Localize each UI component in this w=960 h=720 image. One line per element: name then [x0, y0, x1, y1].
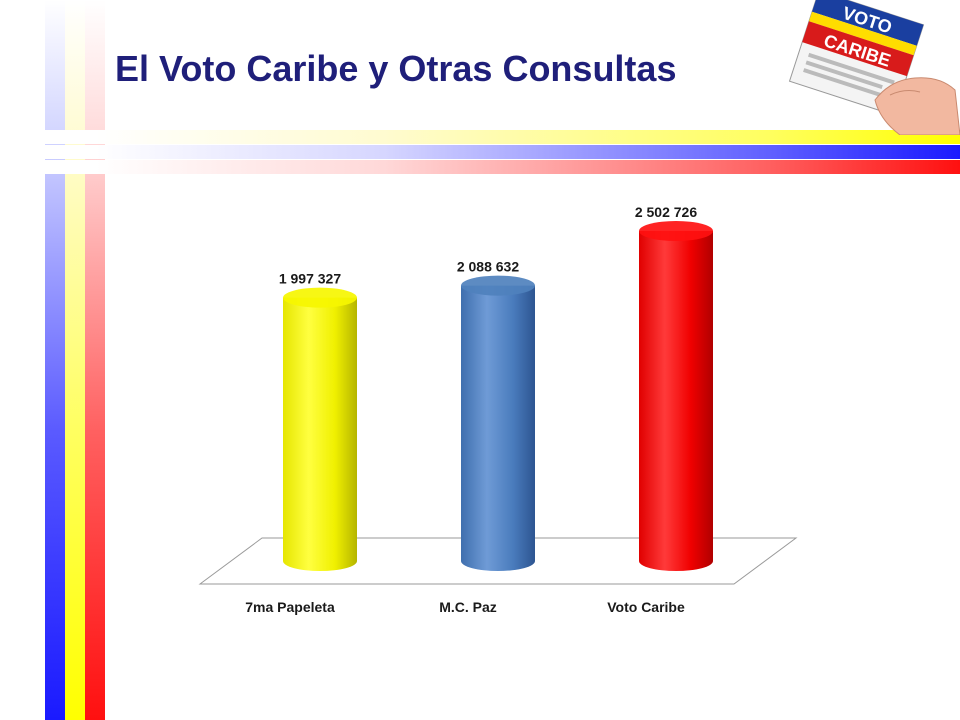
value-label-3: 2 502 726	[635, 204, 697, 220]
value-label-1: 1 997 327	[279, 271, 341, 287]
voto-caribe-logo: VOTO CARIBE	[788, 0, 960, 135]
category-label-3: Voto Caribe	[607, 599, 685, 615]
slide-title: El Voto Caribe y Otras Consultas	[115, 48, 677, 89]
blue-vertical-stripe	[45, 0, 65, 720]
bar-2	[461, 275, 535, 571]
red-vertical-stripe	[85, 0, 105, 720]
yellow-vertical-stripe	[65, 0, 85, 720]
category-label-1: 7ma Papeleta	[245, 599, 335, 615]
value-label-2: 2 088 632	[457, 259, 519, 275]
bar-3	[639, 221, 713, 571]
red-horizontal-stripe	[0, 160, 960, 174]
category-label-2: M.C. Paz	[439, 599, 497, 615]
yellow-horizontal-stripe	[0, 130, 960, 144]
bar-1	[283, 287, 357, 571]
blue-horizontal-stripe	[0, 145, 960, 159]
